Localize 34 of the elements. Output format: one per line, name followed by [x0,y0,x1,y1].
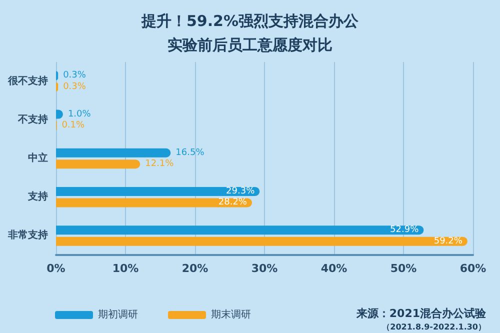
text: （2021.8.9-2022.1.30） [382,322,486,332]
bar [56,186,260,196]
data-label: 0.1% [62,120,86,131]
x-tick-label: 40% [320,262,348,275]
bar [56,198,252,208]
data-label: 28.2% [218,198,248,208]
y-tick-label: 支持 [27,190,48,203]
source-note: 来源：2021混合办公试验 [355,307,487,320]
data-label: 12.1% [145,159,174,170]
legend-label: 期初调研 [98,308,138,320]
x-tick-label: 20% [182,262,208,275]
x-tick-label: 10% [112,262,139,275]
x-tick-label: 50% [390,262,417,275]
bar [56,236,468,246]
y-tick-label: 不支持 [17,113,48,126]
data-label: 52.9% [390,225,420,236]
x-tick-label: 60% [460,262,486,275]
data-label: 0.3% [63,70,86,81]
bar [56,160,140,169]
data-label: 1.0% [68,109,92,120]
legend-label: 期末调研 [211,308,251,320]
data-label: 0.3% [63,82,86,92]
bar [56,226,424,235]
y-tick-label: 很不支持 [7,74,48,87]
chart-subtitle: 实验前后员工意愿度对比 [168,36,332,54]
data-label: 29.3% [226,186,256,196]
x-tick-label: 0% [46,262,66,275]
bar [56,148,171,158]
data-label: 16.5% [176,148,205,158]
y-tick-label: 中立 [28,152,48,164]
data-label: 59.2% [434,236,463,246]
y-tick-label: 非常支持 [7,229,48,242]
chart-title: 提升！59.2%强烈支持混合办公 [140,12,360,30]
x-tick-label: 30% [251,262,278,275]
